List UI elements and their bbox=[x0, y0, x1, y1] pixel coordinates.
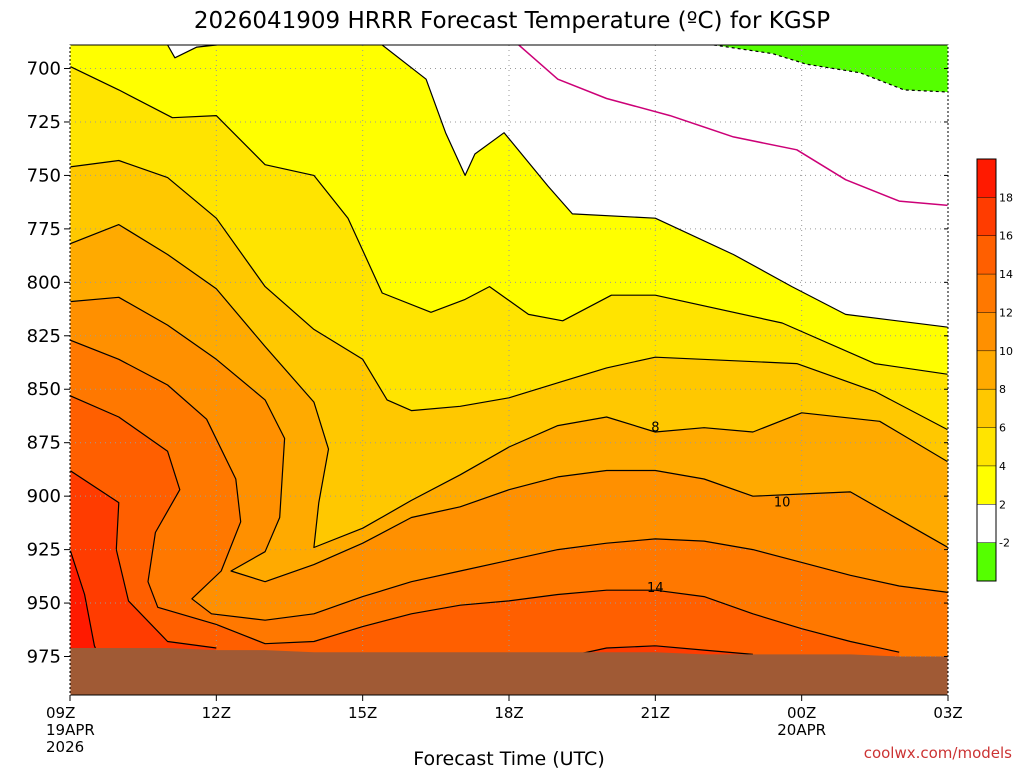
terrain-layer bbox=[70, 648, 948, 695]
colorbar-tick-label-12: 12 bbox=[999, 306, 1013, 319]
x-tick-label-12Z: 12Z bbox=[202, 704, 231, 722]
x-tick-date-09Z: 19APR bbox=[46, 721, 95, 739]
terrain-surface bbox=[70, 648, 948, 695]
y-tick-label-925: 925 bbox=[27, 540, 61, 561]
colorbar-swatch-2-to-4 bbox=[977, 465, 996, 505]
contour-label-10: 10 bbox=[774, 496, 791, 511]
y-tick-label-850: 850 bbox=[27, 379, 61, 400]
x-tick-label-15Z: 15Z bbox=[348, 704, 377, 722]
x-axis-title: Forecast Time (UTC) bbox=[413, 748, 604, 768]
isotherm-line-8-6 bbox=[70, 224, 948, 549]
x-tick-year-09Z: 2026 bbox=[46, 738, 84, 756]
colorbar-tick-label-16: 16 bbox=[999, 230, 1013, 243]
colorbar-tick-label-6: 6 bbox=[999, 422, 1006, 435]
colorbar-tick-label-18: 18 bbox=[999, 191, 1013, 204]
y-tick-label-725: 725 bbox=[27, 112, 61, 133]
x-tick-label-21Z: 21Z bbox=[641, 704, 670, 722]
x-tick-label-09Z: 09Z bbox=[46, 704, 75, 722]
fill-band-16-to-18-left bbox=[70, 470, 217, 695]
colorbar-swatch-18-to-20 bbox=[977, 159, 996, 198]
colorbar-swatch-14-to-16 bbox=[977, 235, 996, 275]
contour-label-14: 14 bbox=[647, 581, 664, 596]
contour-label-8: 8 bbox=[651, 421, 659, 436]
isotherm-line-2-2 bbox=[167, 45, 217, 59]
y-tick-label-775: 775 bbox=[27, 219, 61, 240]
isotherm-line-4-4 bbox=[70, 65, 948, 375]
y-tick-label-750: 750 bbox=[27, 165, 61, 186]
isotherm-line-6-5 bbox=[70, 159, 948, 431]
contour-labels: 8 10 14 bbox=[647, 421, 791, 596]
x-tick-label-18Z: 18Z bbox=[494, 704, 523, 722]
x-tick-date-00Z: 20APR bbox=[777, 721, 826, 739]
y-tick-label-950: 950 bbox=[27, 593, 61, 614]
plot-frame-dotted-edges bbox=[69, 45, 949, 695]
y-tick-label-975: 975 bbox=[27, 647, 61, 668]
isotherm-lines bbox=[70, 45, 948, 658]
fill-band-pocket-below-2 bbox=[167, 45, 217, 58]
colorbar-swatch-12-to-14 bbox=[977, 274, 996, 313]
y-tick-label-875: 875 bbox=[27, 433, 61, 454]
chart-title: 2026041909 HRRR Forecast Temperature (ºC… bbox=[194, 8, 830, 34]
colorbar-swatch-4-to-6 bbox=[977, 427, 996, 466]
x-tick-label-03Z: 03Z bbox=[933, 704, 962, 722]
colorbar-swatch--4-to--2 bbox=[977, 542, 996, 581]
colorbar: -2 2 4 6 8 10 12 14 16 18 bbox=[976, 158, 1013, 582]
colorbar-tick-label-10: 10 bbox=[999, 345, 1013, 358]
colorbar-frame bbox=[976, 158, 997, 582]
colorbar-swatch--2-to-2 bbox=[977, 504, 996, 543]
x-tick-label-00Z: 00Z bbox=[787, 704, 816, 722]
credit-text: coolwx.com/models bbox=[864, 744, 1012, 762]
colorbar-swatch-8-to-10 bbox=[977, 350, 996, 390]
fill-band-14-to-16 bbox=[70, 395, 948, 695]
isotherm-line-14-9 bbox=[70, 395, 900, 653]
y-tick-label-800: 800 bbox=[27, 272, 61, 293]
isotherm-line--2-0 bbox=[713, 45, 948, 93]
isotherm-line-16-10 bbox=[70, 469, 217, 649]
isotherm-line-10-7 bbox=[70, 296, 948, 583]
fill-band-minus4-to-minus2 bbox=[713, 45, 948, 92]
y-tick-label-900: 900 bbox=[27, 486, 61, 507]
colorbar-swatch-10-to-12 bbox=[977, 312, 996, 351]
isotherm-line-16-11 bbox=[567, 645, 753, 658]
isotherm-line-12-8 bbox=[70, 339, 948, 621]
y-tick-label-700: 700 bbox=[27, 59, 61, 80]
y-tick-label-825: 825 bbox=[27, 326, 61, 347]
y-axis: 700 725 750 775 800 825 850 875 900 925 950 975 bbox=[27, 59, 948, 668]
grid-lines bbox=[70, 45, 948, 695]
colorbar-swatch-16-to-18 bbox=[977, 197, 996, 236]
isotherm-line-2-3 bbox=[381, 45, 948, 328]
colorbar-tick-label-2: 2 bbox=[999, 498, 1006, 511]
colorbar-tick-label-4: 4 bbox=[999, 460, 1006, 473]
isotherm-line-18-12 bbox=[70, 549, 96, 649]
isotherm-line-0-1 bbox=[518, 45, 948, 207]
colorbar-tick-label-14: 14 bbox=[999, 268, 1013, 281]
colorbar-swatch-6-to-8 bbox=[977, 389, 996, 428]
colorbar-tick-label-8: 8 bbox=[999, 383, 1006, 396]
colorbar-tick-label--2: -2 bbox=[999, 537, 1010, 550]
plot-area bbox=[70, 45, 948, 695]
